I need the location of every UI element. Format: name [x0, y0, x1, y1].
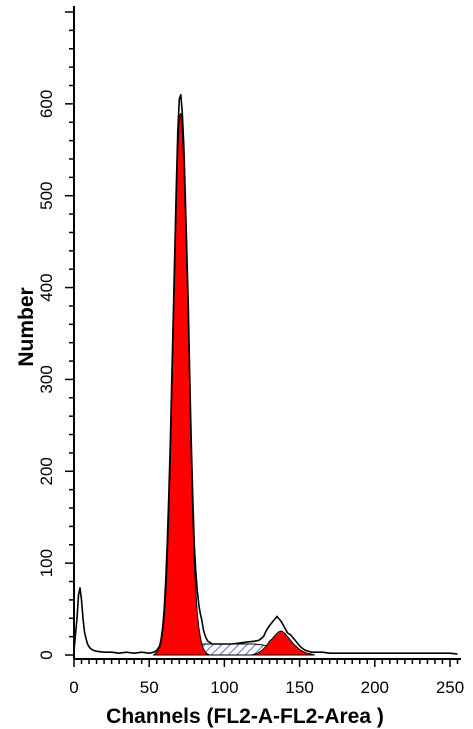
- x-tick-label: 0: [69, 678, 78, 697]
- plot-area: [73, 93, 458, 656]
- axes: 0 100 200 300 400 500 600 0 50 100 150 200 250: [37, 6, 464, 697]
- y-tick-label: 600: [37, 90, 56, 118]
- x-tick-label: 50: [140, 678, 159, 697]
- x-tick-label: 250: [436, 678, 464, 697]
- y-axis-title: Number: [15, 287, 38, 366]
- x-tick-label: 150: [285, 678, 313, 697]
- g2-peak-area: [251, 630, 315, 656]
- y-tick-label: 0: [37, 650, 56, 659]
- x-tick-label: 100: [210, 678, 238, 697]
- x-tick-label: 200: [361, 678, 389, 697]
- y-tick-label: 300: [37, 365, 56, 393]
- y-tick-label: 100: [37, 549, 56, 577]
- y-tick-label: 500: [37, 182, 56, 210]
- y-tick-label: 200: [37, 457, 56, 485]
- g1-peak-area: [152, 112, 212, 656]
- histogram-outline: [73, 93, 458, 655]
- y-tick-label: 400: [37, 273, 56, 301]
- x-axis-title: Channels (FL2-A-FL2-Area ): [106, 705, 384, 728]
